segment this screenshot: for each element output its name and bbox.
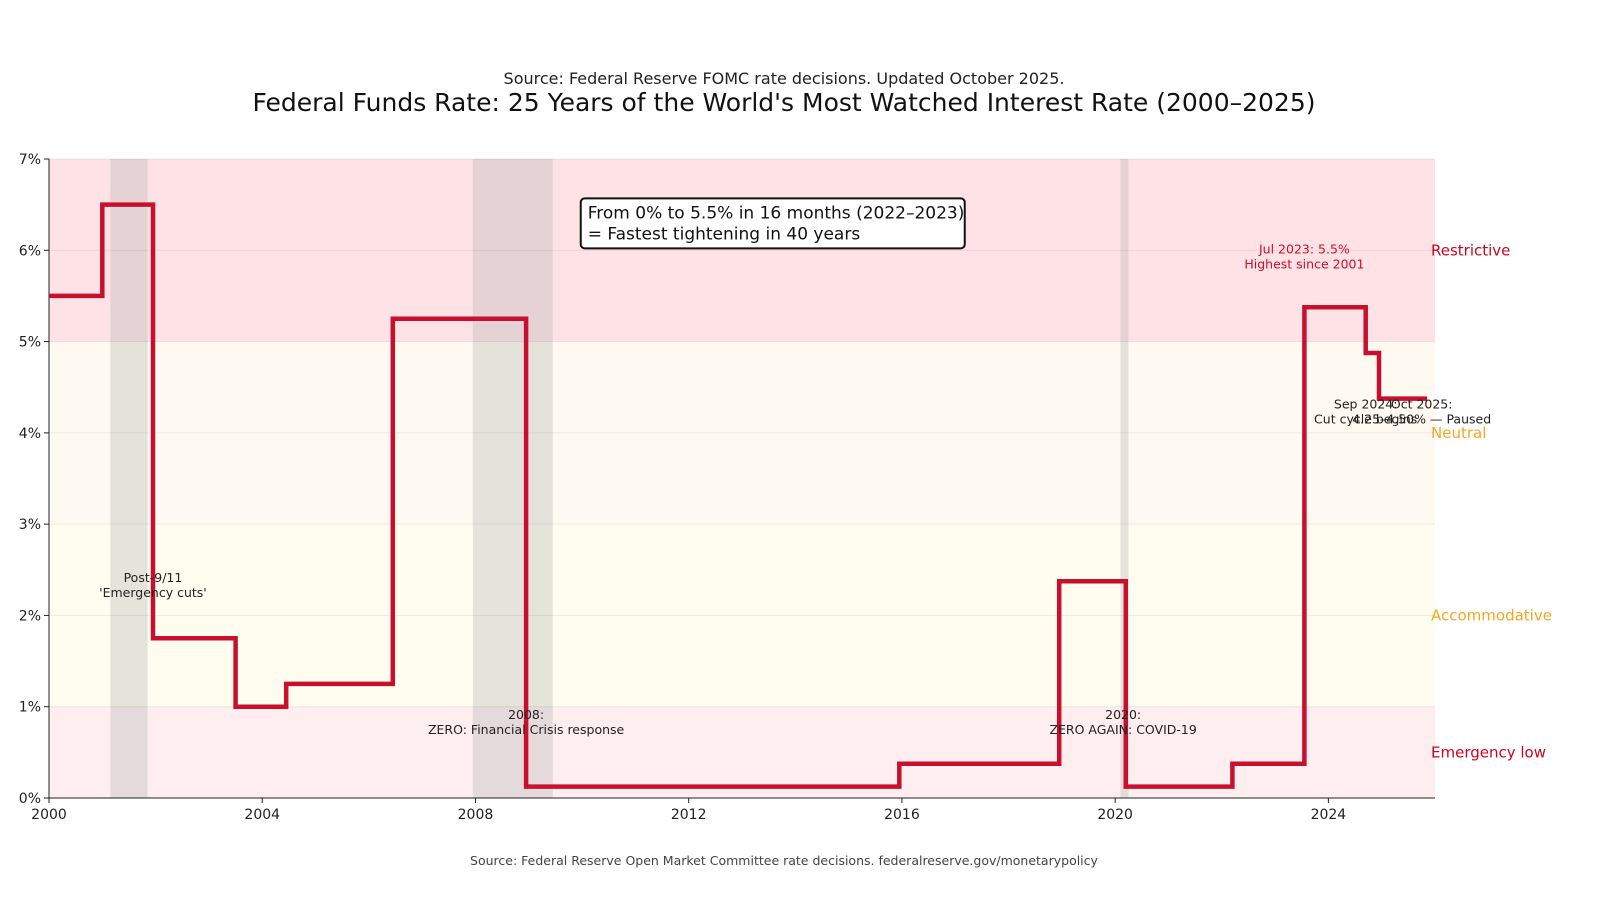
annotation-3-line-1: Highest since 2001 xyxy=(1244,257,1364,272)
y-tick-label-4: 4% xyxy=(19,426,41,442)
annotation-0-line-0: Post-9/11 xyxy=(124,570,183,585)
zone-band-1 xyxy=(49,524,1435,707)
recession-shading xyxy=(110,159,1129,798)
y-tick-label-1: 1% xyxy=(19,700,41,716)
x-tick-label-5: 2020 xyxy=(1097,807,1133,823)
callout-line-1: = Fastest tightening in 40 years xyxy=(588,224,861,244)
x-tick-label-1: 2004 xyxy=(244,807,280,823)
annotation-0-line-1: 'Emergency cuts' xyxy=(99,585,207,600)
annotation-5-line-1: 4.25–4.50% — Paused xyxy=(1352,412,1491,427)
recession-band-2 xyxy=(1120,159,1129,798)
annotation-4-line-0: Sep 2024: xyxy=(1334,397,1398,412)
chart-footer: Source: Federal Reserve Open Market Comm… xyxy=(470,853,1098,868)
axes: 0% 1% 2% 3% 4% 5% 6% 7% 2000 2004 2008 2012 2016 2020… xyxy=(19,152,1435,823)
zone-bands: Emergency low Accommodative Neutral Restric… xyxy=(49,159,1552,798)
x-tick-label-6: 2024 xyxy=(1311,807,1347,823)
y-tick-label-2: 2% xyxy=(19,608,41,624)
x-tick-label-4: 2016 xyxy=(884,807,920,823)
annotation-1-line-1: ZERO: Financial Crisis response xyxy=(428,722,625,737)
series-layer xyxy=(49,202,1427,789)
annotation-2-line-0: 2020: xyxy=(1105,707,1141,722)
annotation-4-line-1: Cut cycle begins xyxy=(1314,412,1417,427)
x-tick-label-2: 2008 xyxy=(458,807,494,823)
zone-band-3 xyxy=(49,159,1435,342)
zone-band-2 xyxy=(49,341,1435,525)
callout-box: From 0% to 5.5% in 16 months (2022–2023)… xyxy=(579,197,966,250)
series-line-0 xyxy=(49,202,1427,789)
zone-label-3: Restrictive xyxy=(1431,241,1510,259)
y-tick-label-5: 5% xyxy=(19,335,41,351)
chart-subtitle: Source: Federal Reserve FOMC rate decisi… xyxy=(504,69,1065,88)
y-tick-label-0: 0% xyxy=(19,791,41,807)
callout-box-frame xyxy=(579,197,966,250)
annotation-3-line-0: Jul 2023: 5.5% xyxy=(1258,242,1350,257)
chart-title: Federal Funds Rate: 25 Years of the Worl… xyxy=(252,88,1315,117)
annotations: Post-9/11'Emergency cuts' 2008:ZERO: Fina… xyxy=(99,242,1491,738)
annotation-2-line-1: ZERO AGAIN: COVID-19 xyxy=(1049,722,1196,737)
zone-label-0: Emergency low xyxy=(1431,743,1546,761)
x-tick-label-3: 2012 xyxy=(671,807,707,823)
recession-band-1 xyxy=(472,159,553,798)
x-tick-label-0: 2000 xyxy=(31,807,67,823)
zone-label-1: Accommodative xyxy=(1431,606,1552,624)
annotation-1-line-0: 2008: xyxy=(508,707,544,722)
callout-line-0: From 0% to 5.5% in 16 months (2022–2023) xyxy=(588,203,965,223)
zone-band-0 xyxy=(49,706,1435,798)
recession-band-0 xyxy=(110,159,148,798)
y-tick-label-3: 3% xyxy=(19,517,41,533)
y-tick-label-7: 7% xyxy=(19,152,41,168)
y-tick-label-6: 6% xyxy=(19,243,41,259)
zone-label-2: Neutral xyxy=(1431,424,1486,442)
annotation-5-line-0: Oct 2025: xyxy=(1391,397,1453,412)
